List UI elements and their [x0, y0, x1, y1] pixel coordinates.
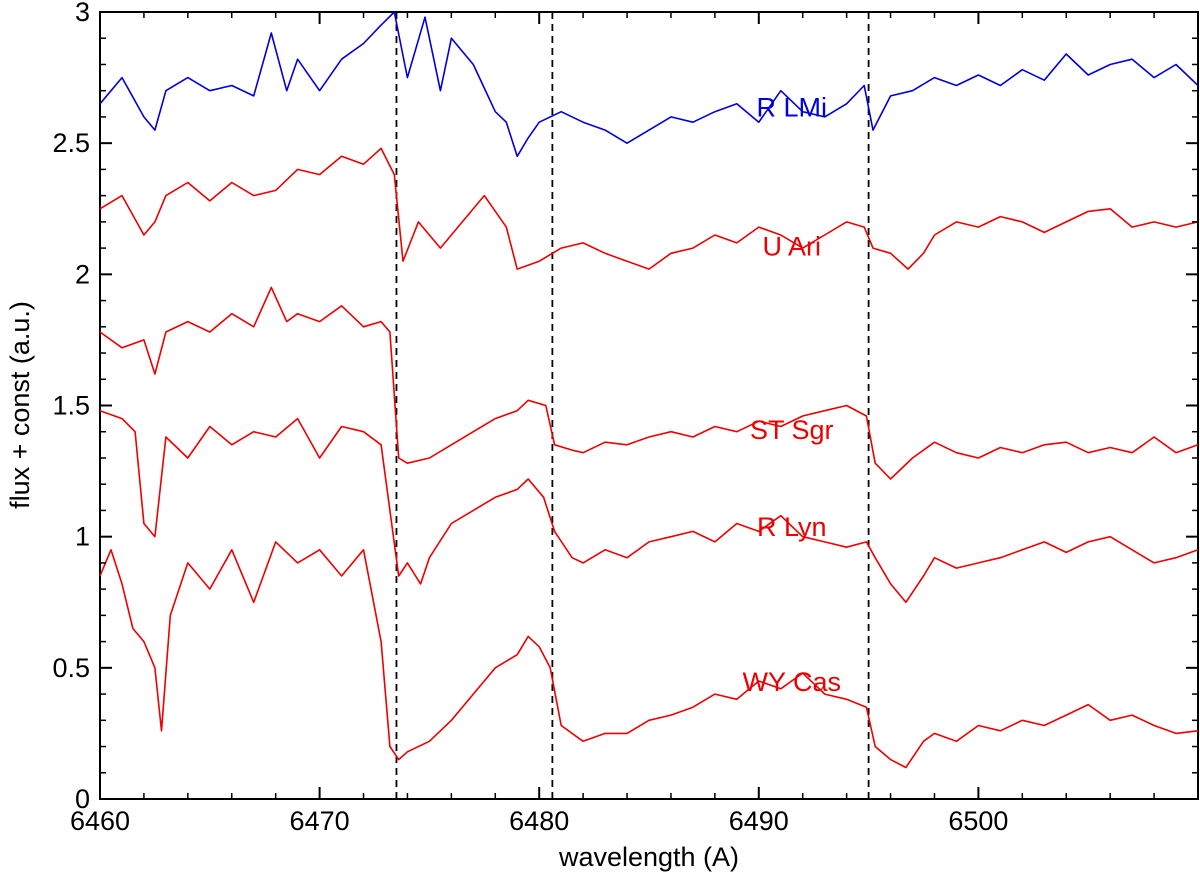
y-tick-label: 0 — [75, 784, 90, 814]
y-axis-label: flux + const (a.u.) — [5, 301, 35, 509]
x-axis-ticks: 6460 6470 6480 6490 6500 — [70, 12, 1155, 836]
plot-area — [99, 11, 1199, 800]
series-annotations: R LMi U Ari ST Sgr R Lyn WY Cas — [742, 92, 841, 697]
y-tick-label: 2.5 — [52, 128, 90, 158]
x-tick-label: 6500 — [948, 806, 1008, 836]
series-label-r-lyn: R Lyn — [757, 512, 827, 542]
series-label-wy-cas: WY Cas — [742, 667, 841, 697]
x-tick-label: 6460 — [70, 806, 130, 836]
x-tick-label: 6490 — [729, 806, 789, 836]
y-tick-label: 1.5 — [52, 391, 90, 421]
series-label-st-sgr: ST Sgr — [750, 415, 834, 445]
y-tick-label: 1 — [75, 522, 90, 552]
x-axis-label: wavelength (A) — [558, 842, 739, 872]
series-line-wy-cas — [99, 541, 1199, 769]
y-tick-label: 2 — [75, 259, 90, 289]
y-axis-ticks: 0 0.5 1 1.5 2 2.5 3 — [52, 0, 1198, 814]
series-line-st-sgr — [99, 286, 1199, 480]
series-label-r-lmi: R LMi — [756, 92, 827, 122]
x-tick-label: 6470 — [290, 806, 350, 836]
series-line-r-lmi — [99, 11, 1199, 158]
series-lines — [99, 11, 1199, 769]
y-tick-label: 3 — [75, 0, 90, 27]
series-label-u-ari: U Ari — [762, 231, 821, 261]
series-line-u-ari — [99, 147, 1199, 270]
x-tick-label: 6480 — [509, 806, 569, 836]
y-tick-label: 0.5 — [52, 653, 90, 683]
series-line-r-lyn — [99, 409, 1199, 604]
